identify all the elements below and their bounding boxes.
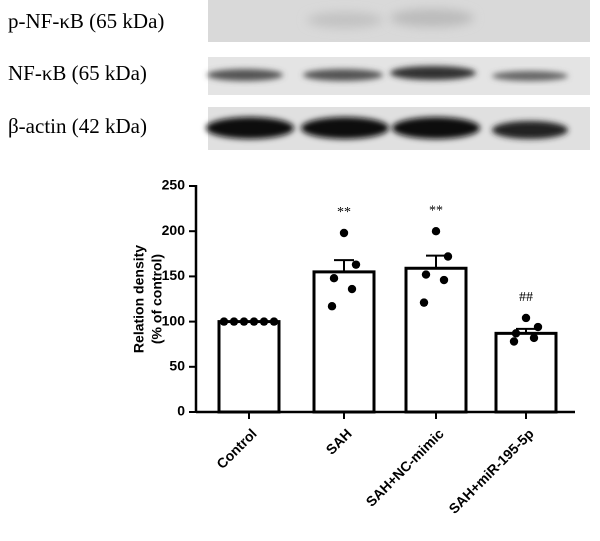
data-point [533,322,543,332]
data-point [219,317,229,326]
data-point [229,317,239,326]
data-point [347,284,357,294]
y-tick-label: 100 [162,312,186,328]
data-point [529,333,539,343]
data-point [439,275,449,285]
x-tick-label: SAH+miR-195-5p [445,425,536,516]
significance-label: ## [519,290,533,305]
y-tick-label: 50 [169,358,185,374]
data-point [249,317,259,326]
blot-panel [206,0,590,150]
x-tick-label: Control [213,425,260,472]
bar [217,320,281,414]
y-tick-label: 200 [162,222,186,238]
error-bar [426,254,446,269]
data-point [351,260,361,269]
y-tick-label: 150 [162,267,186,283]
data-point [269,317,279,326]
data-point [511,329,521,338]
y-axis-title: Relation density (% of control) [131,245,165,353]
data-point [329,274,339,283]
data-point [421,270,431,279]
data-point [443,252,453,261]
x-tick-label: SAH [323,425,355,457]
x-tick-label: SAH+NC-mimic [363,425,447,509]
data-point [327,302,337,311]
bar [404,266,468,414]
bar [494,331,558,414]
significance-label: ** [337,205,351,220]
data-point [521,313,531,323]
data-point [419,298,429,307]
error-bar [516,327,536,334]
y-axis-title-line: (% of control) [149,254,165,344]
data-point [339,228,349,238]
blot-label: β-actin (42 kDa) [8,114,147,138]
significance-label: ** [429,203,443,218]
error-bar [334,259,354,272]
bar [312,270,376,414]
blot-label: p-NF-κB (65 kDa) [8,9,164,33]
data-point [431,227,441,236]
data-point [239,317,249,326]
data-point [509,337,519,346]
y-tick-label: 0 [177,403,185,419]
y-tick-label: 250 [162,177,186,193]
y-axis-title-line: Relation density [131,245,147,353]
data-point [259,317,269,326]
blot-label: NF-κB (65 kDa) [8,61,147,85]
